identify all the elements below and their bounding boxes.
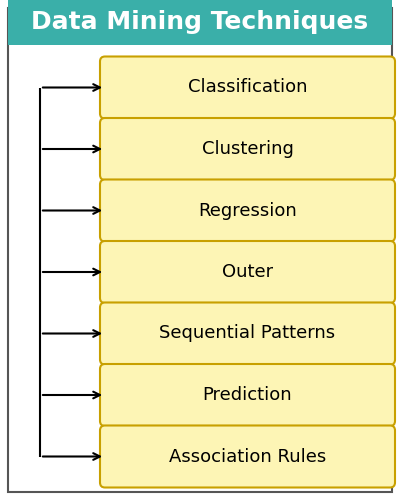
- Text: Outer: Outer: [222, 263, 273, 281]
- FancyBboxPatch shape: [100, 118, 395, 180]
- FancyBboxPatch shape: [100, 364, 395, 426]
- Text: Regression: Regression: [198, 202, 297, 220]
- FancyBboxPatch shape: [100, 302, 395, 364]
- FancyBboxPatch shape: [100, 56, 395, 118]
- Text: Classification: Classification: [188, 78, 307, 96]
- FancyBboxPatch shape: [100, 241, 395, 303]
- Text: Sequential Patterns: Sequential Patterns: [160, 324, 336, 342]
- Text: Clustering: Clustering: [202, 140, 294, 158]
- Text: Data Mining Techniques: Data Mining Techniques: [32, 10, 368, 34]
- Text: Association Rules: Association Rules: [169, 448, 326, 466]
- FancyBboxPatch shape: [100, 180, 395, 242]
- FancyBboxPatch shape: [100, 426, 395, 488]
- Bar: [8, 0, 392, 45]
- Text: Prediction: Prediction: [203, 386, 292, 404]
